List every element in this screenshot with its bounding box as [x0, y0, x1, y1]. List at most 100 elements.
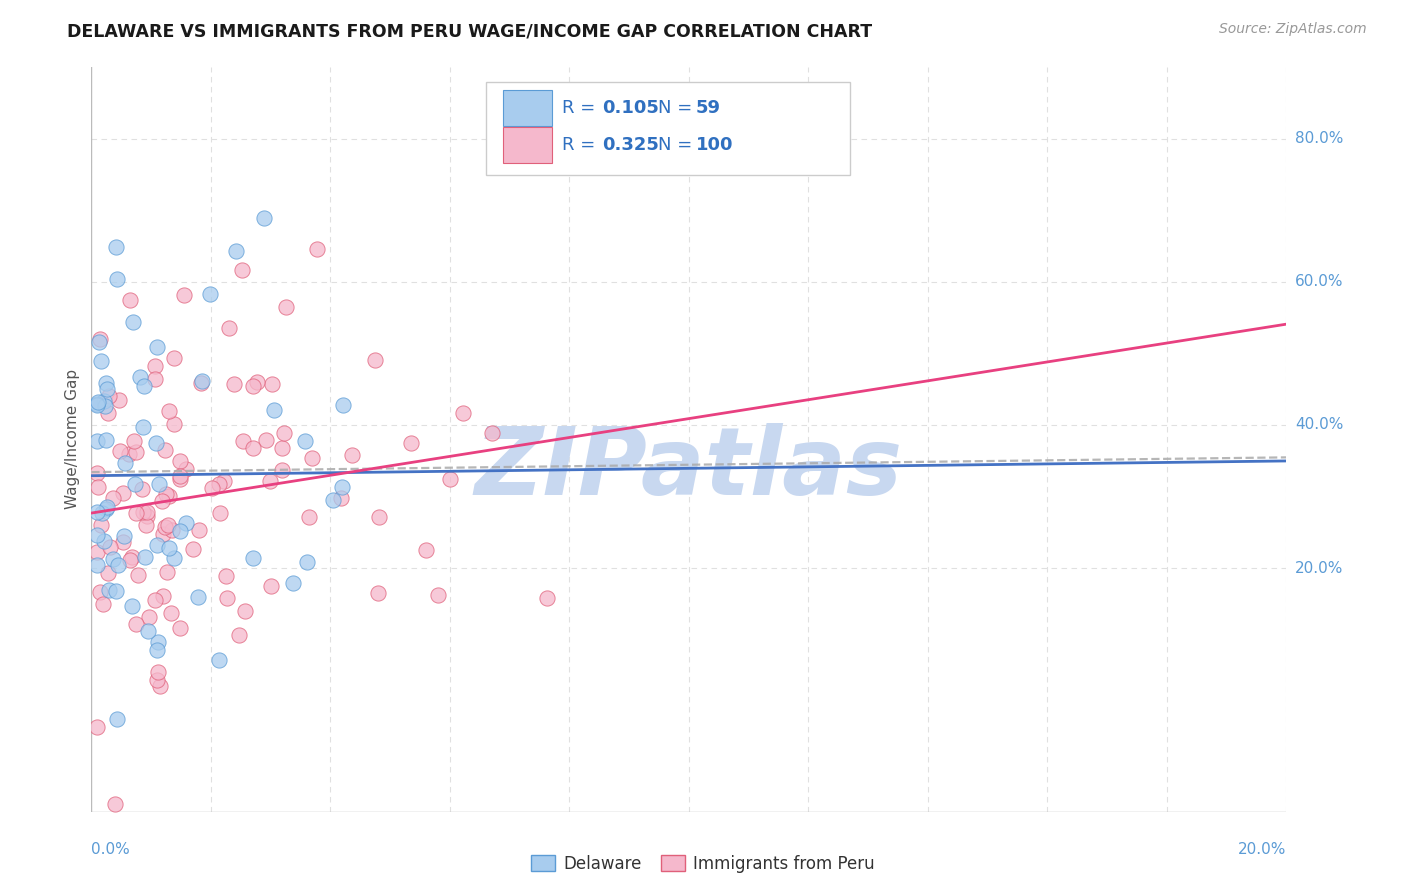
Point [124, 445, 146, 459]
Point [231, 263, 253, 277]
Legend: Delaware, Immigrants from Peru: Delaware, Immigrants from Peru [524, 848, 882, 880]
Point [260, 579, 283, 593]
Point [132, 505, 155, 519]
Point [157, 541, 180, 556]
Point [169, 454, 191, 468]
Point [208, 476, 231, 491]
Point [127, 568, 149, 582]
Point [122, 434, 145, 448]
Point [86, 720, 108, 734]
Point [155, 487, 177, 501]
Text: 20.0%: 20.0% [1239, 842, 1286, 857]
Point [536, 591, 558, 605]
Point [143, 359, 166, 374]
Point [157, 489, 180, 503]
Point [294, 434, 316, 448]
Point [298, 509, 321, 524]
Point [169, 472, 191, 486]
Point [451, 406, 474, 420]
Point [86, 398, 108, 412]
Point [152, 527, 174, 541]
Point [107, 558, 129, 573]
Point [145, 643, 167, 657]
Point [114, 456, 136, 470]
Point [132, 420, 155, 434]
Point [86, 545, 108, 559]
Point [101, 491, 124, 505]
Point [134, 549, 156, 564]
Point [138, 610, 160, 624]
Point [297, 555, 319, 569]
Text: 40.0%: 40.0% [1295, 417, 1343, 433]
Point [415, 543, 437, 558]
Point [157, 404, 180, 418]
Point [208, 653, 231, 667]
Point [96, 500, 118, 514]
Point [174, 516, 197, 531]
Point [112, 485, 135, 500]
Point [86, 466, 108, 480]
Point [242, 378, 264, 392]
Point [148, 634, 170, 648]
Point [94, 501, 117, 516]
Point [252, 211, 274, 226]
Text: 80.0%: 80.0% [1295, 131, 1343, 146]
Point [90, 517, 112, 532]
Point [153, 443, 176, 458]
Point [228, 628, 250, 642]
Point [218, 321, 240, 335]
Point [263, 403, 285, 417]
Point [201, 481, 224, 495]
Text: R =: R = [562, 136, 602, 154]
Point [363, 353, 385, 368]
Point [173, 288, 195, 302]
Point [322, 492, 344, 507]
Point [152, 589, 174, 603]
Point [107, 272, 129, 286]
Point [329, 491, 352, 505]
Point [129, 370, 152, 384]
Point [101, 552, 124, 566]
Point [212, 474, 235, 488]
Point [242, 442, 264, 456]
Point [367, 510, 389, 524]
Point [163, 551, 186, 566]
Point [86, 558, 108, 573]
Point [105, 584, 128, 599]
Y-axis label: Wage/Income Gap: Wage/Income Gap [65, 369, 80, 509]
Point [146, 340, 169, 354]
Point [262, 377, 284, 392]
Point [146, 538, 169, 552]
Point [98, 389, 121, 403]
Point [160, 524, 183, 538]
Point [87, 395, 110, 409]
Point [156, 565, 179, 579]
Point [94, 376, 117, 391]
Point [93, 533, 115, 548]
Text: N =: N = [658, 99, 697, 117]
Point [89, 584, 111, 599]
Point [330, 480, 353, 494]
Point [121, 599, 143, 613]
Point [93, 393, 115, 408]
FancyBboxPatch shape [486, 82, 851, 175]
Point [301, 450, 323, 465]
Point [108, 444, 131, 458]
Point [90, 354, 112, 368]
Point [107, 712, 129, 726]
Point [169, 468, 191, 483]
Point [86, 397, 108, 411]
Point [427, 588, 450, 602]
Point [198, 287, 221, 301]
Text: 0.325: 0.325 [602, 136, 658, 154]
Point [105, 240, 128, 254]
Point [169, 621, 191, 635]
Point [163, 417, 186, 432]
Point [281, 575, 304, 590]
Text: 100: 100 [696, 136, 734, 154]
Point [124, 477, 146, 491]
Point [97, 407, 120, 421]
Point [439, 472, 461, 486]
Point [233, 604, 256, 618]
Point [149, 679, 172, 693]
